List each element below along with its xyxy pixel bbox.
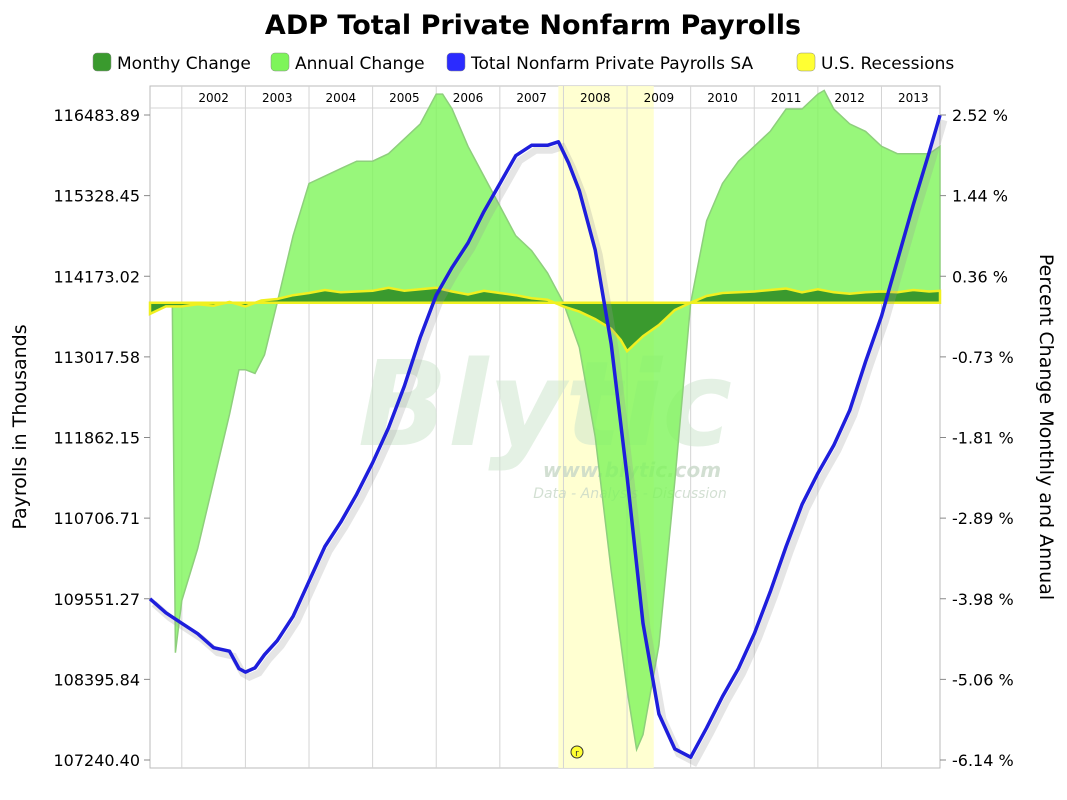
left-axis-ticks: 116483.89 115328.45 114173.02 113017.58 1118… (53, 106, 150, 770)
right-tick-label: -0.73 % (952, 348, 1014, 367)
year-label: 2008 (580, 91, 611, 105)
right-tick-label: 0.36 % (952, 267, 1008, 286)
year-label: 2007 (516, 91, 547, 105)
year-label: 2004 (326, 91, 357, 105)
year-label: 2011 (771, 91, 802, 105)
recession-marker: r (570, 745, 584, 759)
right-tick-label: -1.81 % (952, 429, 1014, 448)
legend-label: Annual Change (295, 54, 425, 74)
left-tick-label: 114173.02 (53, 267, 140, 286)
right-axis-title: Percent Change Monthly and Annual (1035, 254, 1057, 600)
annual-change-area (150, 89, 941, 753)
payroll-line-shadow (151, 119, 948, 767)
left-tick-label: 110706.71 (53, 509, 140, 528)
legend-label: Total Nonfarm Private Payrolls SA (470, 54, 754, 74)
legend-label: U.S. Recessions (821, 54, 954, 74)
left-tick-label: 111862.15 (53, 429, 140, 448)
recession-marker-glyph: r (575, 749, 579, 759)
left-tick-label: 115328.45 (53, 187, 140, 206)
right-tick-label: -5.06 % (952, 670, 1014, 689)
year-label: 2010 (707, 91, 738, 105)
legend-swatch (92, 52, 112, 72)
payroll-line (148, 114, 942, 759)
year-label: 2013 (898, 91, 929, 105)
left-tick-label: 107240.40 (53, 751, 140, 770)
year-label: 2009 (644, 91, 675, 105)
left-tick-label: 113017.58 (53, 348, 140, 367)
right-tick-label: 1.44 % (952, 187, 1008, 206)
chart-title: ADP Total Private Nonfarm Payrolls (265, 10, 801, 41)
year-label: 2006 (453, 91, 484, 105)
left-tick-label: 108395.84 (53, 670, 140, 689)
legend-swatch (796, 52, 816, 72)
left-tick-label: 109551.27 (53, 590, 140, 609)
left-tick-label: 116483.89 (53, 106, 140, 125)
year-labels: 2002 2003 2004 2005 2006 2007 2008 2009 2010 2011… (198, 91, 928, 105)
right-tick-label: -2.89 % (952, 509, 1014, 528)
left-axis-title: Payrolls in Thousands (9, 324, 31, 529)
right-axis-ticks: 2.52 % 1.44 % 0.36 % -0.73 % -1.81 % -2.89 % -… (940, 106, 1014, 770)
recession-marker-circle (570, 745, 584, 759)
legend-label: Monthy Change (117, 54, 251, 74)
monthly-change-area (148, 286, 942, 354)
legend: Monthy Change Annual Change Total Nonfarm … (92, 52, 954, 74)
right-tick-label: 2.52 % (952, 106, 1008, 125)
year-label: 2005 (389, 91, 420, 105)
year-label: 2003 (262, 91, 293, 105)
legend-swatch (446, 52, 466, 72)
right-tick-label: -3.98 % (952, 590, 1014, 609)
year-label: 2002 (198, 91, 229, 105)
right-tick-label: -6.14 % (952, 751, 1014, 770)
legend-swatch (270, 52, 290, 72)
year-label: 2012 (834, 91, 865, 105)
